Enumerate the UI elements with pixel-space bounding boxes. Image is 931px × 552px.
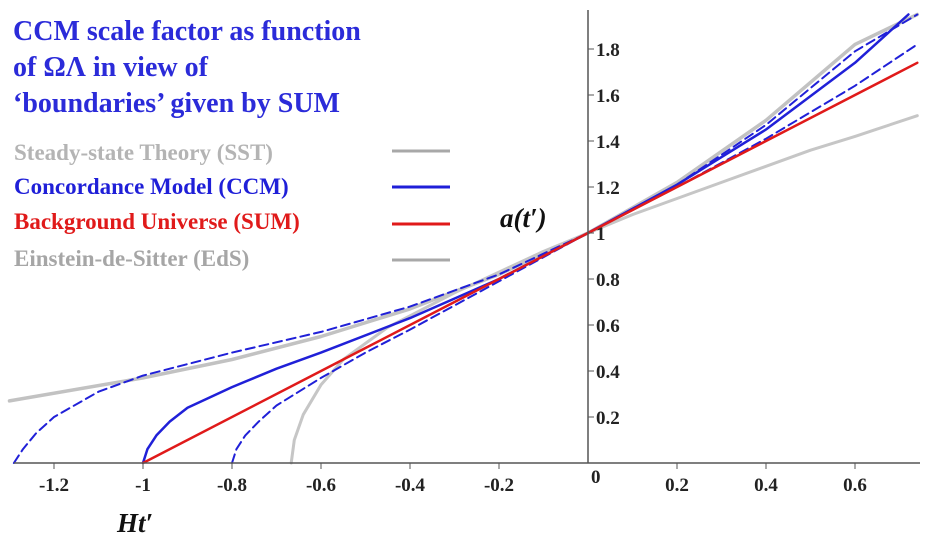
y-tick-label: 1.8	[596, 40, 620, 61]
x-axis-title: Ht′	[116, 508, 153, 538]
y-tick-label: 1.2	[596, 178, 620, 199]
ticks-layer: -1.2 -1 -0.8 -0.6 -0.4 -0.2 0.2 0.4 0.6 0.2 0.4 0.6…	[39, 40, 867, 496]
y-axis-title: a(t′)	[500, 203, 547, 233]
y-tick-label: 1.6	[596, 86, 620, 107]
series-line-4	[141, 13, 910, 465]
legend-label-sum: Background Universe (SUM)	[14, 209, 300, 234]
x-tick-label: 0.6	[843, 475, 867, 496]
legend: Steady-state Theory (SST) Concordance Mo…	[14, 140, 450, 271]
y-tick-label: 0.4	[596, 362, 620, 383]
y-tick-label: 1	[596, 224, 606, 245]
legend-item-sum: Background Universe (SUM)	[14, 209, 450, 234]
y-tick-label: 1.4	[596, 132, 620, 153]
x-tick-label: -1.2	[39, 475, 69, 496]
x-tick-label: -0.4	[395, 475, 426, 496]
series-line-1	[7, 12, 920, 403]
x-tick-label: 0.4	[754, 475, 778, 496]
series-line-6	[141, 61, 919, 465]
chart-title: CCM scale factor as function of ΩΛ in vi…	[13, 16, 361, 119]
x-tick-label: 0.2	[665, 475, 689, 496]
legend-label-ccm: Concordance Model (CCM)	[14, 174, 289, 199]
x-tick-label: -1	[135, 475, 151, 496]
legend-item-sst: Steady-state Theory (SST)	[14, 140, 450, 165]
origin-label: 0	[591, 467, 601, 488]
title-line-2: of ΩΛ in view of	[13, 52, 209, 83]
y-tick-label: 0.2	[596, 408, 620, 429]
legend-label-eds: Einstein-de-Sitter (EdS)	[14, 246, 249, 271]
x-tick-label: -0.6	[306, 475, 336, 496]
legend-item-eds: Einstein-de-Sitter (EdS)	[14, 246, 450, 271]
title-line-3: ‘boundaries’ given by SUM	[13, 88, 340, 119]
series-line-3	[12, 13, 919, 464]
series-line-2	[289, 114, 919, 465]
legend-label-sst: Steady-state Theory (SST)	[14, 140, 273, 165]
legend-item-ccm: Concordance Model (CCM)	[14, 174, 450, 199]
axes-layer	[14, 10, 920, 464]
x-tick-label: -0.8	[217, 475, 247, 496]
series-line-5	[231, 43, 919, 464]
title-line-1: CCM scale factor as function	[13, 16, 361, 47]
y-tick-label: 0.6	[596, 316, 620, 337]
x-tick-label: -0.2	[484, 475, 514, 496]
y-tick-label: 0.8	[596, 270, 620, 291]
